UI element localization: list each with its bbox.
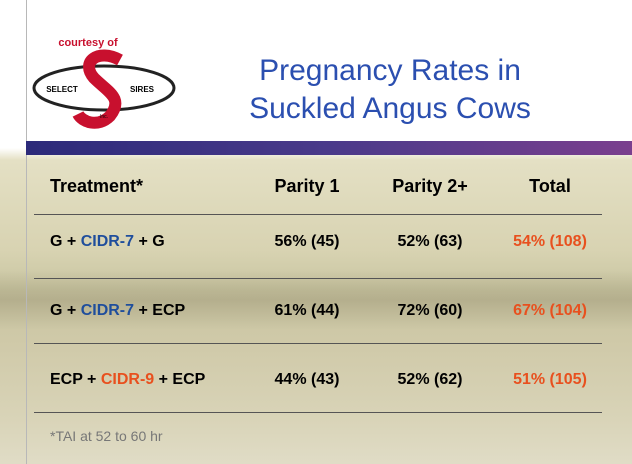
footnote: *TAI at 52 to 60 hr	[50, 428, 163, 444]
frame-line	[26, 0, 27, 464]
header-cell: Parity 1	[274, 176, 340, 196]
header-cell: Total	[529, 176, 571, 196]
total-cell: 51% (105)	[513, 371, 587, 388]
total-cell: 54% (108)	[513, 233, 587, 250]
treatment-cell: G + CIDR-7 + G	[50, 233, 165, 251]
row-rule	[34, 343, 602, 344]
data-cell: 52% (63)	[397, 233, 463, 250]
data-cell: 61% (44)	[274, 302, 340, 319]
logo: courtesy of SELECT SIRES Inc.	[32, 37, 176, 129]
treatment-part: ECP +	[50, 371, 101, 388]
treatment-part: CIDR-7	[80, 233, 135, 250]
data-cell: 52% (62)	[397, 371, 463, 388]
data-cell: 56% (45)	[274, 233, 340, 250]
field-shade	[0, 270, 632, 330]
title-line: Suckled Angus Cows	[249, 92, 531, 125]
logo-right: SIRES	[130, 85, 155, 94]
treatment-part: CIDR-9	[100, 371, 155, 388]
logo-left: SELECT	[46, 85, 78, 94]
title-bar	[26, 141, 632, 155]
logo-s	[72, 49, 123, 129]
logo-courtesy: courtesy of	[58, 37, 118, 49]
treatment-part: + G	[134, 233, 165, 250]
treatment-cell: G + CIDR-7 + ECP	[50, 302, 185, 320]
treatment-part: + ECP	[154, 371, 206, 388]
header-cell: Treatment*	[50, 176, 144, 196]
treatment-part: + ECP	[134, 302, 186, 319]
row-rule	[34, 214, 602, 215]
title-line: Pregnancy Rates in	[259, 54, 521, 87]
row-rule	[34, 278, 602, 279]
treatment-part: CIDR-7	[80, 302, 135, 319]
header-cell: Parity 2+	[392, 176, 468, 196]
treatment-part: G +	[50, 233, 81, 250]
treatment-part: G +	[50, 302, 81, 319]
data-cell: 72% (60)	[397, 302, 463, 319]
row-rule	[34, 412, 602, 413]
logo-inc: Inc.	[100, 114, 108, 120]
data-cell: 44% (43)	[274, 371, 340, 388]
treatment-cell: ECP + CIDR-9 + ECP	[50, 371, 205, 389]
total-cell: 67% (104)	[513, 302, 587, 319]
